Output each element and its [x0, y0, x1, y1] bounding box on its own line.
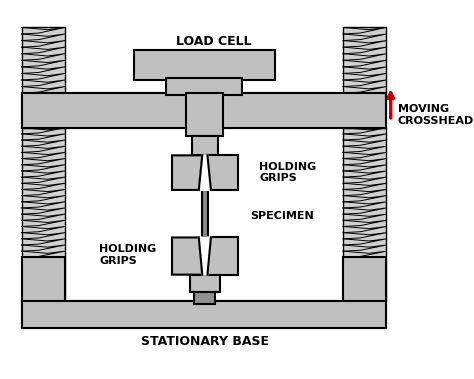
- Text: HOLDING
GRIPS: HOLDING GRIPS: [100, 244, 156, 266]
- Bar: [192, 136, 218, 155]
- Bar: [22, 93, 386, 128]
- Bar: [22, 301, 386, 328]
- Polygon shape: [208, 238, 237, 275]
- Text: SPECIMEN: SPECIMEN: [251, 211, 314, 221]
- Bar: [343, 257, 386, 301]
- Polygon shape: [172, 155, 202, 190]
- Polygon shape: [172, 238, 202, 275]
- Bar: [202, 190, 208, 238]
- Bar: [22, 128, 65, 301]
- Bar: [22, 93, 386, 128]
- Bar: [22, 301, 386, 328]
- Text: HOLDING
GRIPS: HOLDING GRIPS: [259, 162, 317, 183]
- Text: MOVING
CROSSHEAD: MOVING CROSSHEAD: [398, 104, 474, 125]
- Text: LOAD CELL: LOAD CELL: [176, 35, 251, 48]
- Bar: [190, 275, 219, 292]
- Bar: [343, 128, 386, 301]
- Bar: [186, 93, 223, 136]
- Bar: [22, 257, 65, 301]
- Bar: [343, 27, 386, 93]
- Bar: [166, 78, 242, 95]
- Bar: [194, 292, 215, 304]
- Polygon shape: [199, 238, 211, 275]
- Text: STATIONARY BASE: STATIONARY BASE: [141, 335, 269, 348]
- Polygon shape: [208, 155, 237, 190]
- Bar: [22, 27, 65, 93]
- Polygon shape: [199, 155, 211, 190]
- Bar: [134, 50, 275, 80]
